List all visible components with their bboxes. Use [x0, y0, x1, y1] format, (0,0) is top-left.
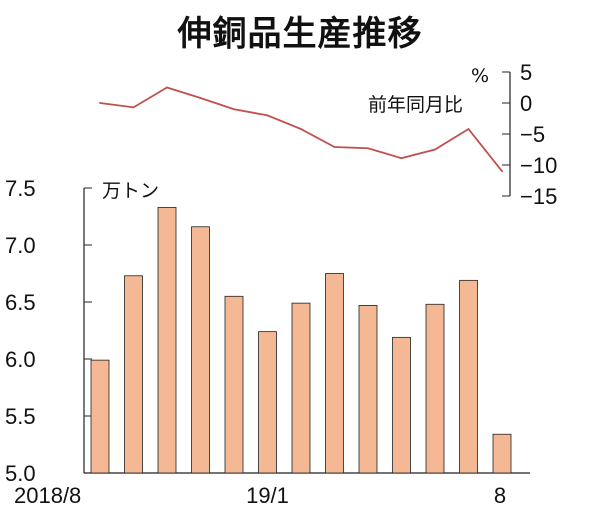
- bar-y-tick-label: 6.0: [5, 347, 36, 372]
- yoy-line-point: [367, 147, 369, 150]
- yoy-line-point: [199, 97, 202, 99]
- line-series-label: 前年同月比: [368, 94, 463, 116]
- bar: [191, 226, 210, 474]
- line-y-tick-label: −10: [520, 153, 557, 178]
- bar: [425, 303, 445, 474]
- yoy-line-point: [333, 146, 336, 148]
- x-tick-label: 8: [494, 483, 506, 508]
- line-y-tick-label: 0: [520, 91, 532, 116]
- bar-y-tick-label: 7.5: [5, 176, 36, 201]
- bar-unit-label: 万トン: [102, 180, 159, 202]
- yoy-line-point: [300, 128, 302, 130]
- bar-y-tick-label: 7.0: [5, 233, 36, 258]
- bar: [325, 273, 344, 474]
- bar: [224, 295, 244, 474]
- chart-title: 伸銅品生産推移: [177, 14, 423, 54]
- x-tick-label: 19/1: [246, 483, 289, 508]
- bar: [291, 302, 311, 474]
- line-y-tick-label: 5: [520, 60, 532, 85]
- yoy-line-point: [400, 157, 403, 160]
- bar: [258, 331, 277, 474]
- bar: [492, 433, 512, 474]
- bar: [90, 359, 110, 474]
- x-tick-label: 2018/8: [14, 483, 81, 508]
- yoy-line-point: [266, 114, 269, 117]
- yoy-line-point: [99, 102, 101, 104]
- yoy-line-point: [467, 128, 470, 130]
- bar-y-tick-label: 5.5: [5, 404, 36, 429]
- bar: [459, 279, 478, 474]
- yoy-line-point: [434, 148, 436, 151]
- line-unit-label: %: [471, 65, 489, 87]
- yoy-line-point: [233, 108, 235, 111]
- bar: [358, 305, 378, 474]
- line-y-tick-label: −5: [520, 122, 545, 147]
- bar: [124, 275, 143, 474]
- line-y-tick-label: −15: [520, 184, 557, 209]
- yoy-line-point: [166, 86, 168, 89]
- bar: [157, 206, 177, 474]
- bar: [392, 336, 411, 474]
- yoy-line-point: [501, 170, 503, 173]
- bar-y-tick-label: 6.5: [5, 290, 36, 315]
- bar-y-tick-label: 5.0: [5, 461, 36, 486]
- yoy-line-point: [132, 106, 135, 109]
